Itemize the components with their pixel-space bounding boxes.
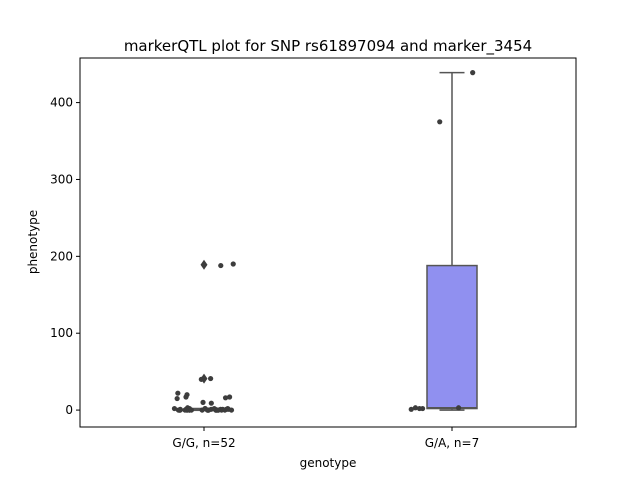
plot-area xyxy=(171,70,478,413)
data-point xyxy=(215,407,222,413)
y-tick-label: 400 xyxy=(50,96,73,110)
data-point xyxy=(177,406,183,412)
data-point xyxy=(437,119,443,125)
outlier-marker xyxy=(200,259,208,270)
data-point xyxy=(226,394,233,400)
data-point xyxy=(412,405,419,411)
y-axis-label: phenotype xyxy=(26,210,40,274)
box-0 xyxy=(178,259,230,412)
x-axis: G/G, n=52 G/A, n=7 xyxy=(172,427,479,450)
y-tick-label: 200 xyxy=(50,249,73,263)
x-tick-label: G/A, n=7 xyxy=(425,436,479,450)
data-point xyxy=(200,399,206,405)
box-body xyxy=(426,264,478,410)
y-axis: 0 100 200 300 400 xyxy=(50,96,80,417)
data-point xyxy=(188,407,195,413)
data-point xyxy=(222,395,229,401)
data-point xyxy=(455,405,462,411)
y-tick-label: 0 xyxy=(65,403,73,417)
data-point xyxy=(174,395,180,402)
data-point xyxy=(198,376,204,382)
data-point xyxy=(171,405,178,412)
x-axis-label: genotype xyxy=(300,456,357,470)
data-point xyxy=(220,406,226,412)
box-1 xyxy=(426,71,478,411)
data-point xyxy=(175,390,181,396)
data-point xyxy=(470,70,476,76)
data-point xyxy=(416,405,423,412)
data-point xyxy=(208,400,214,406)
data-point xyxy=(408,406,414,412)
data-point xyxy=(218,262,224,269)
y-tick-label: 300 xyxy=(50,172,73,186)
data-point xyxy=(208,406,214,412)
data-point xyxy=(225,405,231,412)
y-tick-label: 100 xyxy=(50,326,73,340)
data-point xyxy=(230,261,236,267)
data-point xyxy=(183,394,189,400)
chart-title: markerQTL plot for SNP rs61897094 and ma… xyxy=(124,37,532,56)
plot-frame xyxy=(79,57,577,428)
data-point xyxy=(208,375,214,382)
x-tick-label: G/G, n=52 xyxy=(172,436,235,450)
